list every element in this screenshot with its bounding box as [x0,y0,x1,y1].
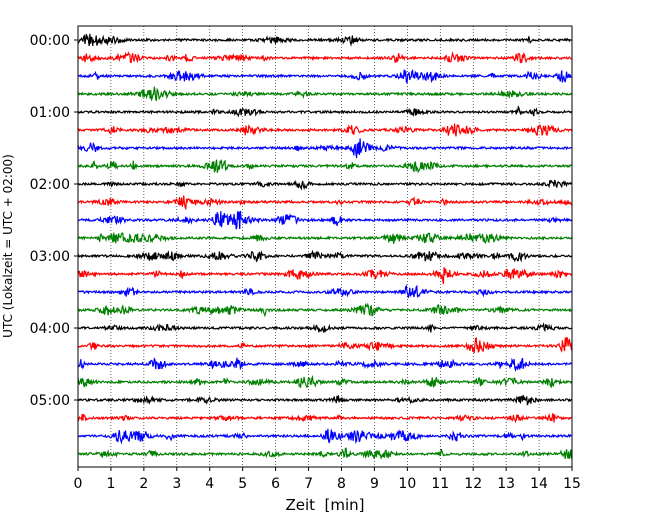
trace-0430 [77,357,573,373]
x-tick-label: 0 [74,476,83,492]
x-tick-label: 13 [497,476,515,492]
trace-0300 [77,249,573,263]
x-tick-label: 4 [205,476,214,492]
trace-0545 [77,447,573,460]
x-tick-label: 2 [139,476,148,492]
x-axis-label: Zeit [min] [285,496,364,514]
y-tick-label: 01:00 [30,105,70,121]
x-tick-label: 3 [172,476,181,492]
x-tick-label: 1 [106,476,115,492]
trace-0130 [77,138,572,159]
x-tick-label: 14 [530,476,548,492]
trace-0215 [77,195,573,210]
trace-0045 [77,86,573,102]
y-tick-label: 03:00 [30,249,70,265]
x-tick-label: 15 [563,476,581,492]
trace-group [77,33,573,460]
trace-0315 [77,267,572,284]
trace-0445 [77,374,573,389]
x-tick-label: 6 [271,476,280,492]
trace-0100 [77,104,573,118]
y-tick-label: 00:00 [30,33,70,49]
x-tick-label: 12 [464,476,482,492]
trace-0000 [77,33,572,47]
trace-0230 [77,210,572,230]
x-tick-label: 10 [398,476,416,492]
x-axis-ticks: 0 1 2 3 4 5 6 7 8 9 10 11 12 13 14 15 [74,467,581,492]
trace-0115 [77,123,573,137]
x-tick-label: 5 [238,476,247,492]
trace-0030 [77,68,572,84]
trace-0245 [77,232,573,245]
y-tick-label: 05:00 [30,393,70,409]
trace-0515 [77,412,572,424]
trace-0330 [77,284,572,299]
trace-0200 [77,179,573,191]
trace-0345 [77,302,572,318]
trace-0415 [77,336,573,354]
x-tick-label: 7 [304,476,313,492]
x-tick-label: 11 [431,476,449,492]
trace-0015 [77,51,572,64]
x-tick-label: 8 [337,476,346,492]
plot-frame [77,25,573,468]
y-axis-ticks: 00:00 01:00 02:00 03:00 04:00 05:00 [30,33,78,409]
y-tick-label: 02:00 [30,177,70,193]
trace-0145 [77,158,572,174]
y-axis-label: UTC (Lokalzeit = UTC + 02:00) [1,154,15,338]
x-tick-label: 9 [370,476,379,492]
trace-0500 [77,395,572,406]
y-tick-label: 04:00 [30,321,70,337]
trace-0400 [77,322,572,334]
trace-0530 [77,428,572,445]
